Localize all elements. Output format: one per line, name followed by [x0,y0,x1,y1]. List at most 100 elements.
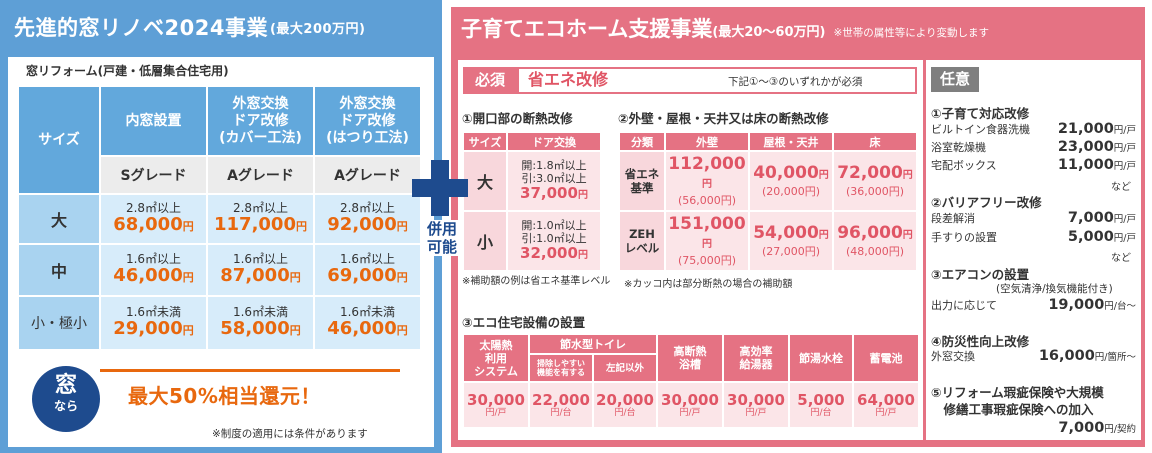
header-category: 分類 [618,131,666,152]
table-row: 大 2.8㎡以上 68,000円 2.8㎡以上 117,000円 2.8㎡以上 92,… [17,193,422,245]
category-label: 省エネ 基準 [618,150,666,212]
category-label: ZEH レベル [618,210,666,272]
header-toilet-a: 掃除しやすい 機能を有する [528,353,594,383]
required-title: 省エネ改修 [528,70,609,89]
price-cell: 54,000円 (27,000円) [748,210,834,272]
price-cell: 1.6㎡以上 87,000円 [206,243,315,297]
highlight-message: 最大50%相当還元！ [128,384,321,408]
panel-title: 先進的窓リノベ2024事業 (最大200万円) [14,16,366,40]
required-box [517,67,917,94]
price-cell: 1.6㎡未満 29,000円 [99,295,208,351]
combine-label: 併用 可能 [420,220,464,256]
table-row: 省エネ 基準 112,000円 (56,000円) 40,000円 (20,000円… [618,150,918,212]
grade-label: Sグレード [99,155,208,195]
eco-equipment-table: 太陽熱 利用 システム 節水型トイレ 高断熱 浴槽 高効率 給湯器 節湯水栓 蓄… [462,333,920,429]
condition-note: ※制度の適用には条件があります [212,428,368,440]
etc-label: など [1111,253,1131,264]
price-cell: 112,000円 (56,000円) [664,150,750,212]
list-item: 外窓交換 16,000円/箇所～ [931,348,1136,364]
price-cell: 64,000 円/戸 [852,381,920,429]
price-cell: 40,000円 (20,000円) [748,150,834,212]
section-title: ②外壁・屋根・天井又は床の断熱改修 [618,111,829,126]
optional-subtitle: (空気清浄/換気機能付き) [996,283,1113,295]
optional-title: ⑤リフォーム瑕疵保険や大規模 修繕工事瑕疵保険への加入 [931,385,1104,417]
header-col: 外窓交換 ドア改修 (カバー工法) [206,85,315,157]
table-note: ※カッコ内は部分断熱の場合の補助額 [624,279,793,290]
price-cell: 2.8㎡以上 92,000円 [313,193,422,245]
size-label: 中 [17,243,101,297]
header-size: サイズ [17,85,101,195]
header-toilet-b: 左記以外 [592,353,658,383]
grade-label: Aグレード [313,155,422,195]
table-row: 30,000 円/戸 22,000 円/台 20,000 円/台 30,000 円/戸 … [462,381,920,429]
price-cell: 30,000 円/戸 [722,381,790,429]
price-cell: 5,000 円/台 [788,381,854,429]
header-bath: 高断熱 浴槽 [656,333,724,383]
size-label: 大 [17,193,101,245]
divider [100,369,400,372]
price-cell: 2.8㎡以上 117,000円 [206,193,315,245]
list-item: 出力に応じて 19,000円/台～ [931,297,1136,313]
table-row: ZEH レベル 151,000円 (75,000円) 54,000円 (27,000… [618,210,918,272]
grade-label: Aグレード [206,155,315,195]
wall-insulation-table: 分類 外壁 屋根・天井 床 省エネ 基準 112,000円 (56,000円) 4… [618,131,918,272]
table-row: 小・極小 1.6㎡未満 29,000円 1.6㎡未満 58,000円 1.6㎡未満 4… [17,295,422,351]
price-cell: 1.6㎡未満 58,000円 [206,295,315,351]
header-col: 内窓設置 [99,85,208,157]
panel-title: 子育てエコホーム支援事業(最大20～60万円) ※世帯の属性等により変動します [461,17,990,41]
price-cell: 22,000 円/台 [528,381,594,429]
list-item: 7,000円/契約 [1058,420,1136,436]
list-item: 宅配ボックス 11,000円/戸 [931,157,1136,173]
optional-title: ②バリアフリー改修 [931,195,1042,210]
size-label: 小・極小 [17,295,101,351]
price-cell: 1.6㎡以上 46,000円 [99,243,208,297]
list-item: 段差解消 7,000円/戸 [931,210,1136,226]
price-cell: 20,000 円/台 [592,381,658,429]
price-cell: 30,000 円/戸 [656,381,724,429]
price-cell: 72,000円 (36,000円) [832,150,918,212]
section-title: ①開口部の断熱改修 [462,111,573,126]
required-tag: 必須 [463,67,517,94]
window-badge: 窓 なら [32,366,100,432]
size-label: 小 [462,210,508,272]
table-note: ※補助額の例は省エネ基準レベル [462,276,611,287]
etc-label: など [1111,182,1131,193]
window-subsidy-table: サイズ 内窓設置 外窓交換 ドア改修 (カバー工法) 外窓交換 ドア改修 (はつ… [17,85,422,351]
price-cell: 30,000 円/戸 [462,381,530,429]
panel-subtitle: 窓リフォーム(戸建・低層集合住宅用) [26,64,229,78]
table-row: 大 開:1.8㎡以上 引:3.0㎡以上 37,000円 [462,150,602,212]
header-col: 外窓交換 ドア改修 (はつり工法) [313,85,422,157]
price-cell: 開:1.0㎡以上 引:1.0㎡以上 32,000円 [506,210,602,272]
optional-tag: 任意 [931,67,979,92]
required-note: 下記①～③のいずれかが必須 [728,76,863,88]
price-cell: 96,000円 (48,000円) [832,210,918,272]
list-item: ビルトイン食器洗機 21,000円/戸 [931,121,1136,137]
header-faucet: 節湯水栓 [788,333,854,383]
list-item: 浴室乾燥機 23,000円/戸 [931,139,1136,155]
header-size: サイズ [462,131,508,152]
opening-insulation-table: サイズ ドア交換 大 開:1.8㎡以上 引:3.0㎡以上 37,000円 小 開:1.… [462,131,602,272]
header-wall: 外壁 [664,131,750,152]
price-cell: 1.6㎡以上 69,000円 [313,243,422,297]
price-cell: 1.6㎡未満 46,000円 [313,295,422,351]
price-cell: 開:1.8㎡以上 引:3.0㎡以上 37,000円 [506,150,602,212]
size-label: 大 [462,150,508,212]
header-toilet: 節水型トイレ [528,333,658,355]
optional-title: ④防災性向上改修 [931,334,1030,349]
price-cell: 2.8㎡以上 68,000円 [99,193,208,245]
header-solar: 太陽熱 利用 システム [462,333,530,383]
price-cell: 151,000円 (75,000円) [664,210,750,272]
optional-title: ③エアコンの設置 [931,267,1030,282]
header-floor: 床 [832,131,918,152]
optional-section [926,60,1141,440]
plus-icon [412,160,468,216]
section-title: ③エコ住宅設備の設置 [462,315,586,330]
optional-title: ①子育て対応改修 [931,106,1030,121]
table-row: 中 1.6㎡以上 46,000円 1.6㎡以上 87,000円 1.6㎡以上 69,0… [17,243,422,297]
header-door: ドア交換 [506,131,602,152]
header-roof: 屋根・天井 [748,131,834,152]
table-row: 小 開:1.0㎡以上 引:1.0㎡以上 32,000円 [462,210,602,272]
header-heater: 高効率 給湯器 [722,333,790,383]
list-item: 手すりの設置 5,000円/戸 [931,229,1136,245]
header-battery: 蓄電池 [852,333,920,383]
